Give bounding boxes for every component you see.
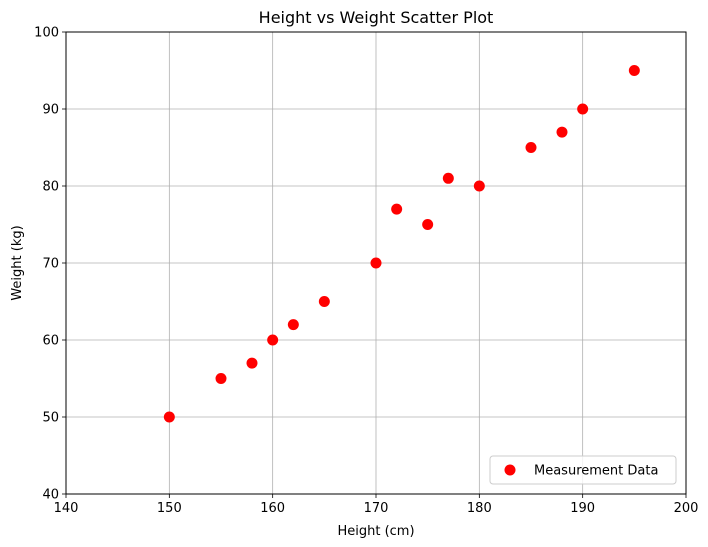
data-point (215, 373, 227, 384)
y-tick-label: 70 (42, 257, 59, 272)
data-point (442, 172, 454, 184)
y-tick-label: 60 (42, 334, 59, 349)
x-tick-label: 150 (157, 501, 182, 516)
legend-label: Measurement Data (534, 464, 658, 479)
legend-marker (504, 464, 516, 476)
data-point (473, 180, 485, 192)
data-point (391, 203, 403, 215)
x-tick-label: 190 (570, 501, 595, 516)
legend: Measurement Data (489, 455, 677, 485)
legend-box (489, 455, 677, 485)
data-point (163, 411, 175, 423)
y-tick-label: 50 (42, 411, 59, 426)
chart-title: Height vs Weight Scatter Plot (259, 8, 494, 27)
y-tick-label: 90 (42, 103, 59, 118)
data-point (318, 296, 330, 307)
x-tick-label: 200 (674, 501, 699, 516)
x-tick-label: 160 (260, 501, 285, 516)
data-point (287, 319, 299, 331)
data-point (577, 103, 589, 115)
data-point (370, 257, 382, 269)
axis-ticks: 140 150 160 170 180 190 200 40 50 60 70 80 90 100 (34, 26, 698, 517)
data-point (525, 142, 537, 153)
x-tick-label: 170 (364, 501, 389, 516)
x-axis-label: Height (cm) (337, 524, 414, 539)
y-tick-label: 80 (42, 180, 59, 195)
data-point (267, 334, 279, 346)
x-tick-label: 140 (54, 501, 79, 516)
y-tick-label: 40 (42, 488, 59, 503)
data-point (246, 357, 258, 369)
data-points (163, 65, 640, 423)
data-point (556, 126, 568, 138)
x-tick-label: 180 (467, 501, 492, 516)
data-point (628, 65, 640, 76)
y-tick-label: 100 (34, 26, 59, 41)
y-axis-label: Weight (kg) (10, 225, 25, 300)
data-point (422, 219, 434, 230)
